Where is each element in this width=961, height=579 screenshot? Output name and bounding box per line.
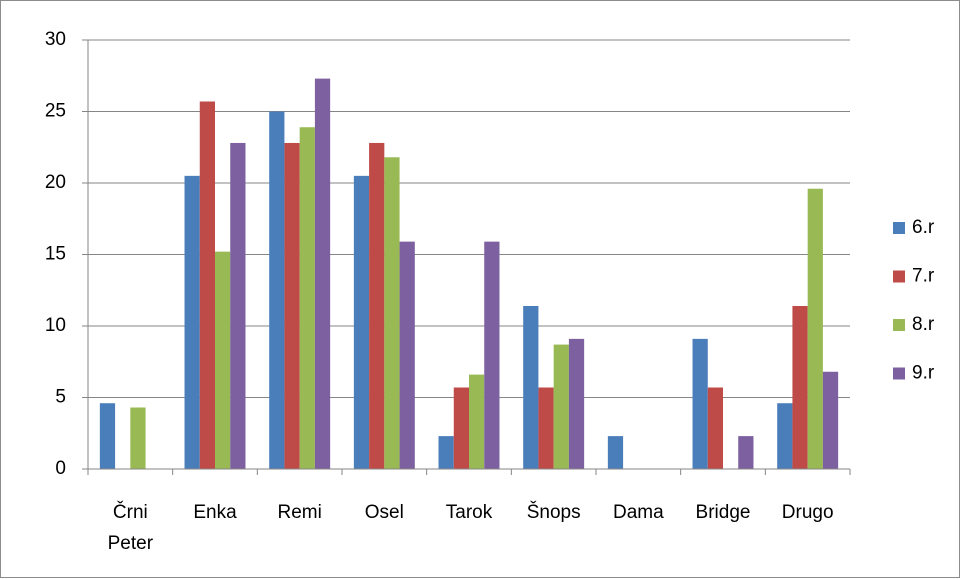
bar — [792, 305, 808, 469]
bar — [230, 142, 246, 469]
bar — [553, 344, 569, 469]
bar — [807, 188, 823, 469]
x-tick-label: Osel — [365, 502, 404, 523]
bar — [99, 403, 116, 469]
x-tick-label: Dama — [613, 502, 664, 523]
legend-swatch — [893, 270, 905, 283]
bar — [692, 338, 708, 469]
bar — [184, 175, 200, 469]
bar — [215, 251, 231, 469]
bar — [314, 78, 331, 470]
y-tick-label: 30 — [45, 29, 66, 50]
bar — [738, 436, 754, 469]
bar — [707, 387, 723, 469]
legend-label: 7.r — [912, 266, 935, 287]
bar — [269, 111, 285, 469]
bar — [568, 338, 585, 469]
x-tick-label: Črni Peter — [108, 501, 154, 554]
bar — [469, 374, 485, 469]
legend-label: 8.r — [912, 314, 935, 335]
x-tick-label: Remi — [277, 502, 321, 523]
legend-swatch — [893, 367, 905, 380]
bar — [453, 387, 469, 469]
y-tick-label: 10 — [45, 315, 66, 336]
bar — [130, 407, 146, 469]
x-tick-label: Enka — [193, 502, 237, 523]
y-tick-label: 15 — [45, 244, 66, 265]
y-tick-label: 0 — [55, 458, 66, 479]
legend-swatch — [893, 222, 905, 234]
bar — [353, 175, 370, 469]
x-tick-label: Tarok — [446, 502, 493, 523]
bar — [199, 101, 215, 470]
bar — [384, 157, 400, 469]
x-tick-label: Drugo — [782, 502, 834, 523]
bar — [777, 403, 793, 469]
x-tick-label: Šnops — [527, 501, 581, 523]
bar — [399, 241, 415, 469]
bar — [284, 142, 300, 469]
legend-label: 9.r — [912, 363, 935, 384]
bar — [538, 387, 554, 469]
legend-swatch — [893, 319, 905, 331]
bar — [438, 436, 454, 469]
x-tick-label: Bridge — [696, 502, 751, 523]
bar — [822, 371, 839, 469]
y-tick-label: 5 — [55, 387, 66, 408]
legend-label: 6.r — [912, 217, 935, 238]
bar — [369, 142, 385, 469]
y-tick-label: 20 — [45, 172, 66, 193]
y-tick-label: 25 — [45, 101, 66, 122]
bar — [523, 305, 539, 469]
bar — [607, 436, 624, 469]
bar — [299, 127, 315, 469]
bar — [484, 241, 500, 469]
